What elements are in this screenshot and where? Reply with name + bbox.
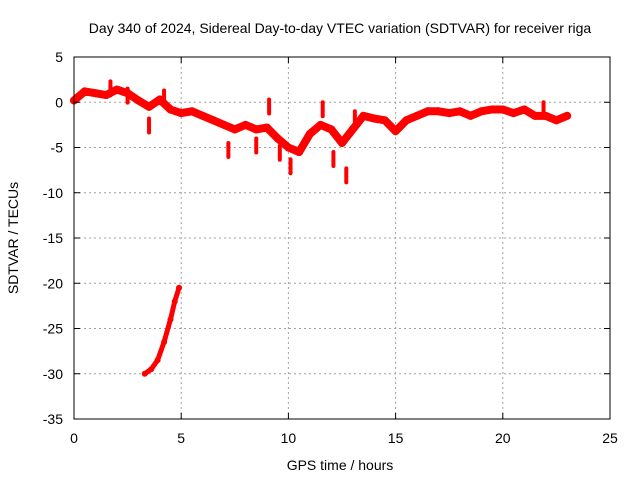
data-point — [262, 123, 271, 132]
data-point — [252, 125, 261, 134]
data-point — [316, 120, 325, 129]
y-tick-label: -35 — [43, 411, 63, 427]
data-point — [359, 111, 368, 120]
y-tick-label: -25 — [43, 321, 63, 337]
data-point — [295, 148, 304, 157]
data-layer — [70, 79, 572, 377]
data-point — [509, 109, 518, 118]
data-point — [209, 116, 218, 125]
x-tick-label: 25 — [602, 430, 618, 446]
y-tick-label: -15 — [43, 230, 63, 246]
x-tick-label: 5 — [177, 430, 185, 446]
data-point — [273, 134, 282, 143]
data-point — [80, 87, 89, 96]
data-point — [171, 298, 178, 305]
data-point — [455, 107, 464, 116]
data-point — [167, 316, 174, 323]
y-tick-label: -10 — [43, 185, 63, 201]
data-point — [187, 107, 196, 116]
data-point — [488, 105, 497, 114]
data-point — [155, 95, 164, 104]
data-point — [380, 116, 389, 125]
series-0 — [70, 85, 572, 157]
grid-layer — [74, 57, 610, 419]
y-tick-label: -30 — [43, 366, 63, 382]
data-point — [348, 125, 357, 134]
data-point — [370, 114, 379, 123]
data-point — [241, 120, 250, 129]
data-point — [198, 111, 207, 120]
data-point — [284, 143, 293, 152]
data-point — [145, 102, 154, 111]
data-point — [563, 111, 572, 120]
y-tick-label: 5 — [55, 49, 63, 65]
series-2 — [141, 284, 183, 377]
x-tick-label: 15 — [388, 430, 404, 446]
data-point — [413, 111, 422, 120]
data-point — [445, 109, 454, 118]
data-point — [402, 116, 411, 125]
y-tick-label: 0 — [55, 94, 63, 110]
x-tick-label: 20 — [495, 430, 511, 446]
y-axis-label: SDTVAR / TECUs — [5, 182, 21, 294]
data-point — [305, 129, 314, 138]
axis-layer: 0 5 10 15 20 25 5 0 -5 -10 -15 -20 -25 -30 -35 — [43, 49, 618, 446]
y-tick-label: -20 — [43, 275, 63, 291]
data-point — [141, 370, 148, 377]
data-point — [466, 111, 475, 120]
data-point — [220, 120, 229, 129]
data-point — [161, 339, 168, 346]
data-point — [338, 138, 346, 147]
data-point — [176, 284, 183, 291]
data-point — [327, 125, 336, 134]
data-point — [530, 111, 539, 120]
data-point — [102, 91, 111, 100]
data-point — [166, 105, 175, 114]
data-point — [230, 125, 239, 134]
chart-title: Day 340 of 2024, Sidereal Day-to-day VTE… — [89, 20, 592, 36]
x-tick-label: 10 — [281, 430, 297, 446]
data-point — [177, 109, 186, 118]
data-point — [434, 107, 443, 116]
data-point — [391, 127, 400, 136]
data-point — [477, 107, 486, 116]
data-point — [552, 116, 561, 125]
data-point — [148, 366, 155, 373]
data-point — [134, 96, 143, 105]
y-tick-label: -5 — [51, 140, 64, 156]
data-point — [498, 105, 507, 114]
series-1 — [108, 79, 546, 185]
data-point — [154, 357, 161, 364]
data-point — [520, 105, 529, 114]
x-tick-label: 0 — [70, 430, 78, 446]
data-point — [91, 89, 100, 98]
data-point — [423, 107, 432, 116]
x-axis-label: GPS time / hours — [287, 457, 394, 473]
data-point — [112, 85, 121, 94]
